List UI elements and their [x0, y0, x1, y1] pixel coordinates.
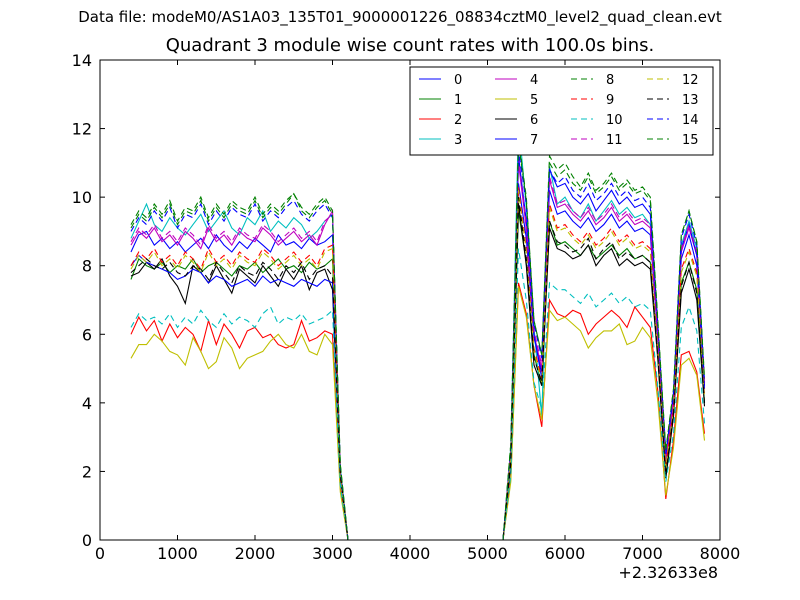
data-file-title: Data file: modeM0/AS1A03_135T01_90000012… — [78, 8, 722, 26]
x-tick-label: 0 — [95, 544, 105, 563]
y-tick-label: 4 — [82, 394, 92, 413]
series-line-2 — [130, 282, 706, 541]
series-line-5 — [130, 286, 706, 541]
chart-title: Quadrant 3 module wise count rates with … — [165, 35, 655, 56]
x-tick-label: 2000 — [235, 544, 276, 563]
series-line-0 — [130, 183, 706, 541]
legend-box — [409, 66, 714, 156]
legend-label-5: 5 — [530, 93, 538, 108]
legend-label-9: 9 — [606, 93, 614, 108]
x-tick-label: 7000 — [622, 544, 663, 563]
series-line-10 — [130, 248, 706, 541]
y-tick-label: 12 — [72, 120, 92, 139]
x-tick-label: 6000 — [545, 544, 586, 563]
series-line-1 — [130, 210, 706, 541]
legend-label-15: 15 — [682, 133, 699, 148]
y-tick-label: 6 — [82, 325, 92, 344]
legend-label-3: 3 — [454, 133, 462, 148]
legend-label-12: 12 — [682, 73, 699, 88]
x-offset-label: +2.32633e8 — [618, 563, 718, 582]
legend-label-2: 2 — [454, 113, 462, 128]
series-layer — [130, 121, 706, 541]
x-tick-label: 1000 — [157, 544, 198, 563]
x-tick-label: 4000 — [390, 544, 431, 563]
legend-label-7: 7 — [530, 133, 538, 148]
series-line-13 — [130, 197, 706, 541]
series-line-9 — [130, 186, 706, 541]
y-tick-label: 8 — [82, 257, 92, 276]
legend-label-11: 11 — [606, 133, 623, 148]
x-tick-label: 5000 — [467, 544, 508, 563]
legend-label-4: 4 — [530, 73, 538, 88]
series-line-12 — [130, 190, 706, 541]
legend-label-6: 6 — [530, 113, 538, 128]
legend-label-8: 8 — [606, 73, 614, 88]
legend-label-14: 14 — [682, 113, 699, 128]
series-line-3 — [130, 121, 706, 541]
legend-label-10: 10 — [606, 113, 623, 128]
series-line-11 — [130, 159, 706, 541]
y-tick-label: 10 — [72, 188, 92, 207]
y-tick-label: 2 — [82, 462, 92, 481]
y-tick-label: 0 — [82, 531, 92, 550]
series-line-8 — [130, 138, 706, 541]
axis-layer: 0 1000 2000 3000 4000 5000 6000 7000 80000246810… — [72, 51, 741, 563]
y-tick-label: 14 — [72, 51, 92, 70]
legend-label-1: 1 — [454, 93, 462, 108]
x-tick-label: 8000 — [700, 544, 741, 563]
x-tick-label: 3000 — [312, 544, 353, 563]
legend-label-0: 0 — [454, 73, 462, 88]
legend-label-13: 13 — [682, 93, 699, 108]
